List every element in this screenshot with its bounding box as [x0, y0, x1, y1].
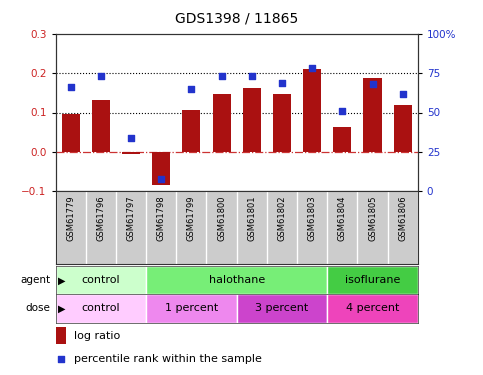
Text: GSM61801: GSM61801: [247, 196, 256, 241]
Bar: [56, 294, 146, 322]
Text: GSM61803: GSM61803: [308, 196, 317, 241]
Text: GSM61796: GSM61796: [96, 196, 105, 241]
Text: control: control: [82, 275, 120, 285]
Point: [157, 176, 165, 181]
Text: log ratio: log ratio: [73, 331, 120, 341]
Bar: [92, 99, 110, 152]
Text: ▶: ▶: [58, 303, 66, 313]
Text: GSM61799: GSM61799: [187, 196, 196, 241]
Text: isoflurane: isoflurane: [345, 275, 400, 285]
Text: percentile rank within the sample: percentile rank within the sample: [73, 354, 261, 364]
Text: GDS1398 / 11865: GDS1398 / 11865: [175, 11, 298, 25]
Bar: [364, 78, 382, 152]
Point: [278, 80, 286, 86]
Point: [97, 73, 105, 79]
Bar: [327, 266, 418, 294]
Bar: [237, 294, 327, 322]
Bar: [327, 294, 418, 322]
Point: [57, 356, 65, 362]
Bar: [146, 266, 327, 294]
Bar: [56, 266, 146, 294]
Text: GSM61797: GSM61797: [127, 196, 136, 241]
Text: control: control: [82, 303, 120, 313]
Point: [67, 84, 74, 90]
Text: dose: dose: [26, 303, 51, 313]
Text: ▶: ▶: [58, 275, 66, 285]
Bar: [62, 114, 80, 152]
Text: 3 percent: 3 percent: [256, 303, 309, 313]
Point: [218, 73, 226, 79]
Text: GSM61805: GSM61805: [368, 196, 377, 241]
Bar: [303, 69, 321, 152]
Bar: [183, 110, 200, 152]
Bar: [122, 152, 140, 154]
Text: GSM61802: GSM61802: [277, 196, 286, 241]
Text: GSM61800: GSM61800: [217, 196, 226, 241]
Point: [399, 91, 407, 97]
Text: 1 percent: 1 percent: [165, 303, 218, 313]
Text: GSM61798: GSM61798: [156, 196, 166, 241]
Point: [187, 86, 195, 92]
Text: GSM61806: GSM61806: [398, 196, 407, 241]
Bar: [213, 94, 231, 152]
Bar: [242, 88, 261, 152]
Bar: [333, 127, 352, 152]
Point: [127, 135, 135, 141]
Bar: [146, 294, 237, 322]
Point: [339, 108, 346, 114]
Bar: [273, 94, 291, 152]
Text: 4 percent: 4 percent: [346, 303, 399, 313]
Point: [369, 81, 376, 87]
Text: agent: agent: [21, 275, 51, 285]
Bar: [152, 152, 170, 185]
Text: halothane: halothane: [209, 275, 265, 285]
Point: [248, 73, 256, 79]
Bar: [56, 327, 67, 344]
Text: GSM61804: GSM61804: [338, 196, 347, 241]
Text: GSM61779: GSM61779: [66, 196, 75, 241]
Point: [308, 65, 316, 71]
Bar: [394, 105, 412, 152]
